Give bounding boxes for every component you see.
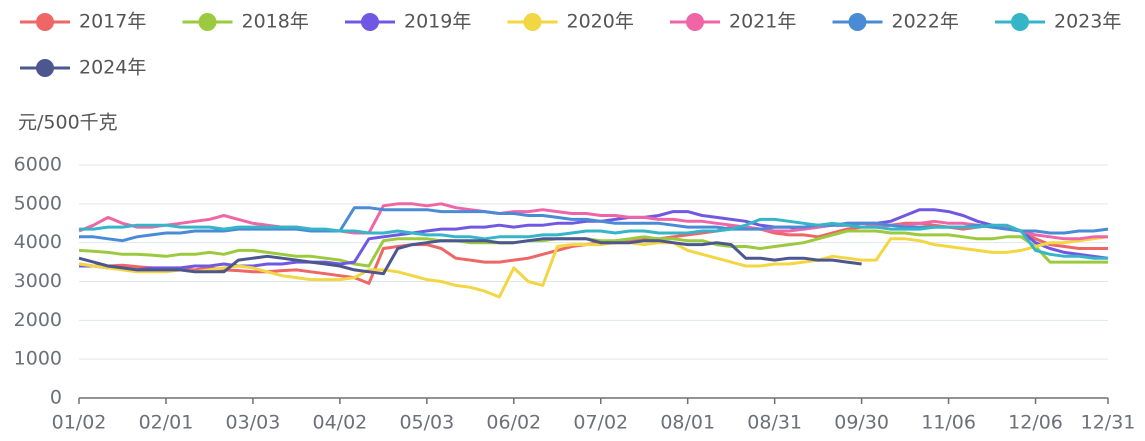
x-tick-label: 08/31 [747,412,802,434]
x-tick-label: 11/06 [921,412,976,434]
legend-marker [36,59,54,77]
legend-label: 2024年 [79,57,146,79]
x-tick-label: 06/02 [486,412,541,434]
y-axis-label: 元/500千克 [18,112,118,134]
x-tick-label: 12/31 [1081,412,1136,434]
x-tick-label: 08/01 [660,412,715,434]
x-tick-label: 01/02 [52,412,107,434]
x-tick-label: 03/03 [226,412,281,434]
legend-marker [36,13,54,31]
series-line [78,235,1109,299]
y-tick-label: 5000 [14,192,62,214]
series-line [78,202,1108,241]
legend-label: 2018年 [242,11,309,33]
y-tick-label: 3000 [14,270,62,292]
legend-label: 2020年 [567,11,634,33]
x-tick-label: 02/01 [139,412,194,434]
legend-marker [523,13,542,31]
y-tick-label: 4000 [14,231,62,253]
x-tick-label: 05/03 [399,412,454,434]
legend-label: 2022年 [892,11,959,33]
y-tick-label: 1000 [14,348,62,370]
legend-label: 2019年 [404,11,471,33]
legend-label: 2021年 [729,11,796,33]
legend-marker [848,13,867,31]
series-line [79,217,1108,260]
y-tick-label: 6000 [14,154,62,176]
x-tick-label: 07/02 [573,412,628,434]
legend-label: 2017年 [79,11,146,33]
legend-marker [361,13,379,31]
x-tick-label: 04/02 [312,412,367,434]
series-line [78,237,862,276]
legend-marker [198,13,217,31]
legend-marker [1011,13,1029,31]
x-tick-label: 12/06 [1008,412,1063,434]
y-tick-label: 2000 [14,309,62,331]
y-tick-label: 0 [50,387,62,409]
x-tick-label: 09/30 [834,412,889,434]
legend-marker [686,13,704,31]
legend-label: 2023年 [1054,11,1121,33]
